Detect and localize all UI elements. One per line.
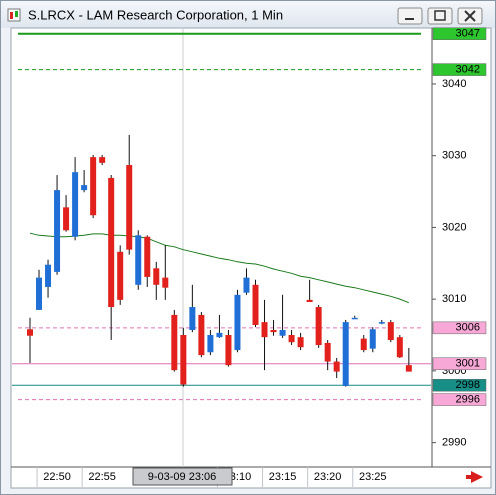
- scroll-arrow[interactable]: [466, 471, 483, 483]
- candle-body: [306, 299, 313, 303]
- candle-body: [180, 335, 187, 385]
- candle-body: [279, 329, 286, 336]
- y-tick-label: 3030: [442, 150, 466, 162]
- candle-body: [54, 190, 61, 272]
- candle-body: [333, 361, 340, 372]
- candle-body: [171, 314, 178, 371]
- candle-body: [369, 329, 376, 349]
- chart-panel: [10, 27, 492, 489]
- x-tick-label: 23:25: [359, 471, 387, 483]
- x-tick-label: 23:15: [269, 471, 297, 483]
- candle-body: [117, 251, 124, 300]
- x-tick-label: 22:55: [88, 471, 116, 483]
- level-label: 3047: [456, 28, 480, 40]
- y-tick-label: 3010: [442, 293, 466, 305]
- candle-body: [225, 335, 232, 366]
- level-label: 2996: [456, 393, 480, 405]
- candle-body: [405, 365, 412, 372]
- maximize-icon: [434, 10, 446, 21]
- candle-body: [45, 264, 52, 287]
- maximize-button[interactable]: [427, 7, 453, 25]
- y-tick-label: 2990: [442, 437, 466, 449]
- candle-body: [243, 277, 250, 293]
- candle-body: [189, 307, 196, 330]
- level-label: 2998: [456, 379, 480, 391]
- candle-body: [378, 322, 385, 324]
- level-label-box: [432, 27, 487, 40]
- candle-body: [63, 207, 70, 231]
- candle-body: [360, 338, 367, 351]
- level-label-box: [432, 393, 487, 406]
- candle-body: [342, 322, 349, 386]
- level-label: 3006: [456, 322, 480, 334]
- level-label: 3001: [456, 358, 480, 370]
- candle-body: [27, 329, 33, 336]
- candle-body: [396, 337, 403, 358]
- x-tick-label: 22:50: [43, 471, 71, 483]
- candle-body: [36, 277, 43, 310]
- level-label-box: [432, 378, 487, 392]
- level-label-box: [432, 321, 487, 335]
- candle-body: [135, 235, 142, 285]
- cursor-label-box: [132, 467, 233, 486]
- minimize-button[interactable]: [397, 7, 423, 25]
- candle-body: [72, 172, 79, 237]
- cursor-label-text: 9-03-09 23:06: [148, 471, 217, 483]
- candle-body: [270, 329, 277, 333]
- app-icon: [7, 8, 21, 22]
- candle-body: [126, 165, 133, 250]
- window-buttons[interactable]: [397, 7, 483, 25]
- level-label-box: [432, 357, 487, 370]
- candle-body: [144, 236, 151, 277]
- level-label: 3042: [456, 64, 480, 76]
- candle-body: [234, 294, 241, 351]
- x-tick-label: 23:20: [314, 471, 342, 483]
- candle-body: [315, 307, 322, 346]
- cursor-label: 9-03-09 23:06: [132, 467, 233, 486]
- candle-body: [216, 332, 223, 338]
- candle-body: [261, 322, 268, 338]
- moving-average-line: [29, 232, 409, 304]
- candle-body: [108, 177, 115, 308]
- candle-body: [90, 157, 97, 216]
- level-label-box: [432, 63, 487, 76]
- candle-body: [162, 277, 169, 288]
- candle-body: [207, 335, 214, 353]
- candle-body: [324, 342, 331, 362]
- candle-body: [99, 157, 106, 163]
- candle-body: [351, 317, 358, 320]
- chart-title: S.LRCX - LAM Research Corporation, 1 Min: [28, 7, 283, 22]
- y-tick-label: 3020: [442, 221, 466, 233]
- candle-body: [153, 268, 160, 285]
- y-tick-label: 3040: [442, 78, 466, 90]
- candle-body: [297, 337, 304, 348]
- candle-body: [81, 185, 88, 191]
- candle-body: [198, 314, 205, 356]
- candle-body: [387, 322, 394, 341]
- candle-body: [288, 335, 295, 343]
- candle-body: [252, 284, 259, 325]
- close-icon: [464, 10, 476, 22]
